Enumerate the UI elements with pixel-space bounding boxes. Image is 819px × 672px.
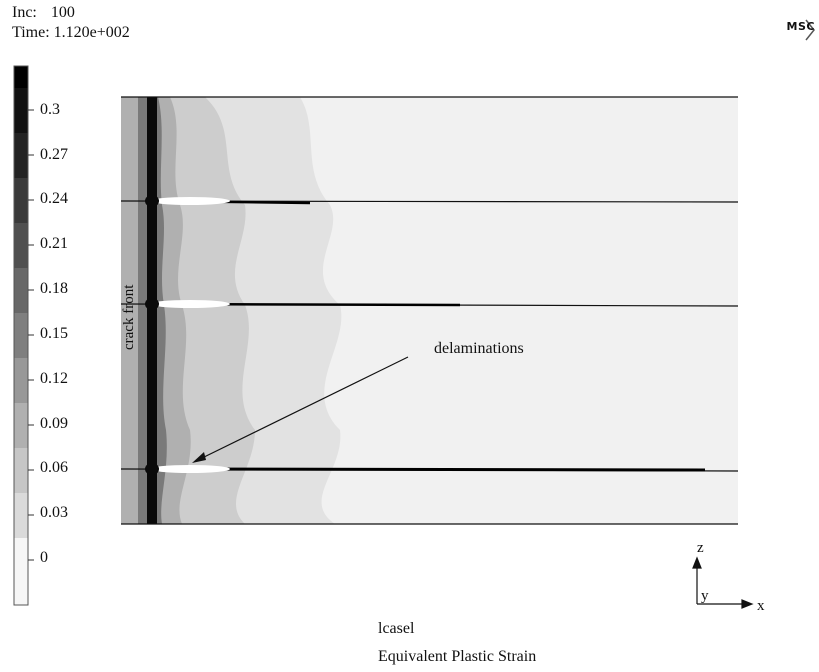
legend-label: 0.18: [40, 280, 68, 297]
legend-label: 0.03: [40, 504, 68, 521]
delamination-opening: [150, 300, 230, 308]
time-readout: Time: 1.120e+002: [12, 24, 130, 42]
delaminations-label: delaminations: [434, 340, 524, 357]
load-case-label: lcasel: [378, 620, 415, 637]
axis-x-label: x: [757, 598, 765, 614]
crack-tip-node: [145, 195, 159, 207]
logo-chevron: [805, 19, 815, 41]
legend-label: 0.06: [40, 459, 68, 476]
delaminations-arrow: [192, 356, 409, 463]
time-label: Time:: [12, 24, 50, 41]
delamination-opening: [150, 465, 230, 473]
legend-label: 0.12: [40, 370, 68, 387]
inc-value: 100: [50, 4, 75, 21]
legend-band: [14, 313, 28, 358]
legend-label: 0.15: [40, 325, 68, 342]
axis-y-label: y: [701, 588, 709, 604]
msc-logo: MSC: [786, 20, 815, 33]
legend-colorbar: [13, 65, 34, 606]
crack-front-line: [147, 97, 157, 524]
legend-band: [14, 358, 28, 403]
legend-band: [14, 538, 28, 605]
delamination-opening: [150, 197, 230, 205]
legend-band: [14, 66, 28, 88]
legend-band: [14, 403, 28, 448]
time-value: 1.120e+002: [53, 24, 130, 41]
axis-z-label: z: [697, 540, 704, 556]
legend-label: 0.27: [40, 146, 68, 163]
legend-label: 0.3: [40, 101, 60, 118]
legend-label: 0: [40, 549, 48, 566]
quantity-label: Equivalent Plastic Strain: [378, 648, 537, 665]
legend-label: 0.09: [40, 415, 68, 432]
crack-front-label: crack front: [121, 284, 137, 350]
legend-band: [14, 268, 28, 313]
legend-band: [14, 223, 28, 268]
crack-tip-node: [145, 463, 159, 475]
crack-tip-node: [145, 298, 159, 310]
coordinate-triad: [692, 556, 754, 609]
inc-label: Inc:: [12, 4, 37, 21]
model-domain: [120, 96, 739, 525]
legend-band: [14, 448, 28, 493]
legend-label: 0.21: [40, 235, 68, 252]
legend-band: [14, 133, 28, 178]
legend-band: [14, 88, 28, 133]
legend-label: 0.24: [40, 190, 68, 207]
legend-band: [14, 178, 28, 223]
delamination-crack: [156, 467, 706, 472]
increment-readout: Inc: 100: [12, 4, 75, 22]
legend-band: [14, 493, 28, 538]
